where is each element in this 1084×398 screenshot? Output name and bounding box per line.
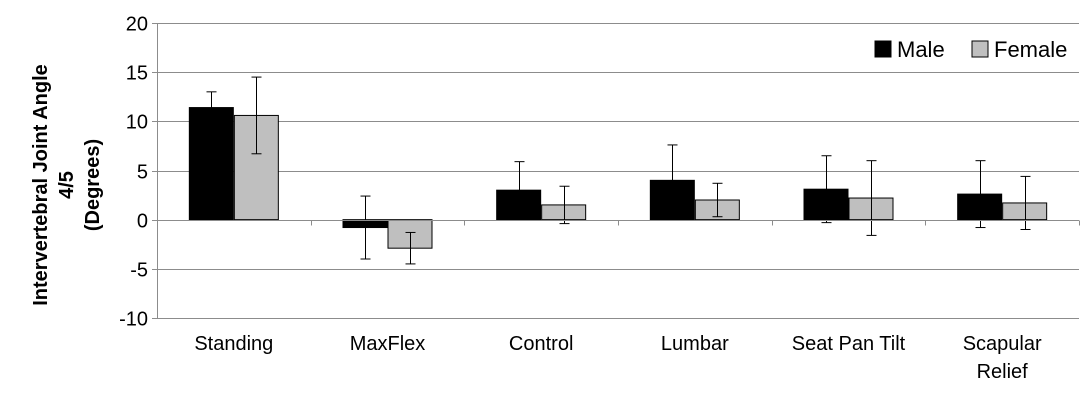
legend: Male Female xyxy=(874,37,1067,62)
y-tick-label: -5 xyxy=(130,260,148,282)
y-tick-label: 0 xyxy=(137,211,148,233)
y-tick-label: -10 xyxy=(119,309,148,331)
legend-swatch-male xyxy=(874,40,892,58)
y-tick-label: 10 xyxy=(126,112,148,134)
bar-male xyxy=(496,189,542,221)
x-tick-label: Lumbar xyxy=(661,333,729,355)
y-axis: -10 -5 0 5 10 15 20 xyxy=(119,14,158,331)
bar-female xyxy=(541,204,587,221)
legend-swatch-female xyxy=(971,40,989,58)
zero-axis xyxy=(157,220,1080,226)
y-axis-title-line: 4/5 xyxy=(56,171,78,199)
x-tick-label: Scapular xyxy=(963,333,1042,355)
bars xyxy=(188,76,1048,265)
x-tick-label: Standing xyxy=(194,333,273,355)
bar-male xyxy=(188,107,234,221)
y-axis-title: Intervertebral Joint Angle 4/5 (Degrees) xyxy=(30,64,104,306)
y-axis-label: Intervertebral Joint Angle 4/5 (Degrees) xyxy=(30,64,104,306)
x-axis: Standing MaxFlex Control Lumbar Seat Pan Til… xyxy=(194,333,1042,383)
y-tick-label: 5 xyxy=(137,162,148,184)
x-tick-label: Control xyxy=(509,333,573,355)
y-tick-label: 15 xyxy=(126,63,148,85)
legend-label-male: Male xyxy=(897,37,945,62)
gridlines xyxy=(157,23,1079,319)
x-tick-label: MaxFlex xyxy=(350,333,426,355)
legend-label-female: Female xyxy=(994,37,1067,62)
x-tick-label: Seat Pan Tilt xyxy=(792,333,906,355)
y-tick-label: 20 xyxy=(126,14,148,36)
y-axis-title-line: Intervertebral Joint Angle xyxy=(30,64,52,306)
x-tick-label: Relief xyxy=(977,361,1029,383)
bar-female xyxy=(1002,202,1048,221)
y-axis-title-line: (Degrees) xyxy=(82,139,104,231)
bar-male xyxy=(957,193,1003,221)
